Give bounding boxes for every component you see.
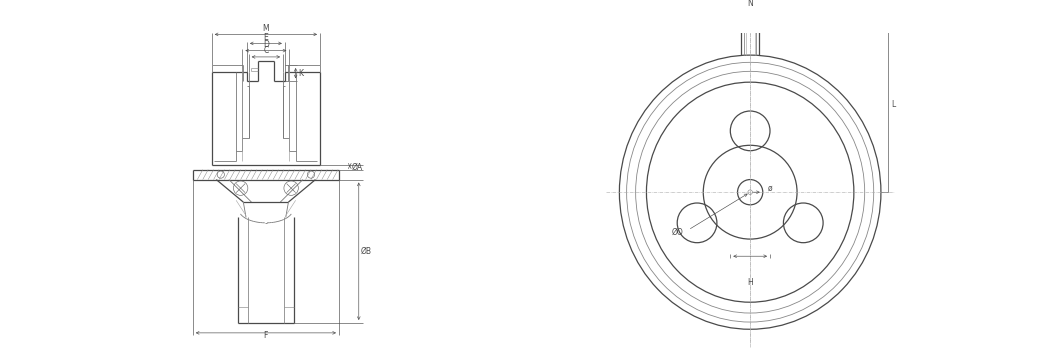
Text: E: E	[263, 33, 268, 42]
Text: ØA: ØA	[352, 163, 362, 172]
Text: ø: ø	[767, 184, 772, 193]
Text: D: D	[263, 40, 268, 49]
Text: C: C	[263, 46, 268, 55]
Text: ØO: ØO	[671, 228, 683, 237]
Text: K: K	[299, 69, 304, 78]
Text: M: M	[263, 23, 269, 32]
Text: L: L	[891, 100, 895, 109]
Text: H: H	[748, 278, 753, 287]
Text: F: F	[264, 331, 268, 340]
Text: ØB: ØB	[360, 247, 372, 256]
Text: N: N	[748, 0, 753, 8]
